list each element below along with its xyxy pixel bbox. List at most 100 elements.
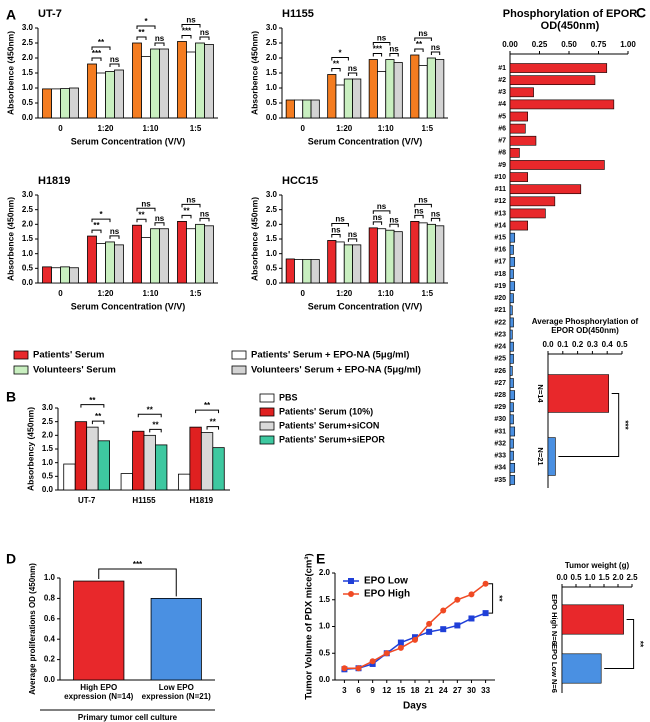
bar xyxy=(509,257,516,267)
y-tick-label: 2.5 xyxy=(22,205,34,214)
x-tick-label: 0.3 xyxy=(587,340,599,349)
significance-bracket xyxy=(558,393,620,457)
bar xyxy=(509,329,513,340)
significance-label: ns xyxy=(431,209,441,218)
bar xyxy=(509,353,514,364)
x-axis-label: Serum Concentration (V/V) xyxy=(308,301,423,311)
y-axis-label: Average proliferations OD (450nm) xyxy=(28,563,37,695)
y-tick-label: 0.0 xyxy=(44,675,56,684)
y-tick-label: #2 xyxy=(498,77,506,84)
significance-label: *** xyxy=(92,49,102,58)
legend-label: EPO Low xyxy=(364,576,408,587)
bar xyxy=(509,293,514,304)
bar xyxy=(159,48,169,119)
bar xyxy=(132,42,142,119)
x-tick-label: 0 xyxy=(301,124,306,133)
bar xyxy=(114,244,124,284)
bar xyxy=(177,473,191,491)
bar xyxy=(509,450,514,461)
significance-label: *** xyxy=(133,560,143,569)
y-tick-label: #35 xyxy=(494,477,506,484)
y-tick-label: EPO High N=6 xyxy=(550,594,559,645)
y-tick-label: #33 xyxy=(494,453,506,460)
point xyxy=(426,628,433,635)
x-tick-label: 1:10 xyxy=(142,289,159,298)
bar xyxy=(97,440,110,491)
bar xyxy=(410,220,420,284)
x-tick-label: 0 xyxy=(58,289,63,298)
bar xyxy=(509,281,516,291)
bar xyxy=(418,65,428,119)
chart-title: Average Phosphorylation of EPOR OD(450nm… xyxy=(531,317,639,335)
x-tick-label: H1155 xyxy=(132,496,156,505)
significance-bracket xyxy=(389,53,399,57)
legend-label: Patients' Serum xyxy=(33,350,104,361)
bar xyxy=(343,244,353,284)
legend-swatch xyxy=(231,350,247,360)
significance-label: *** xyxy=(621,420,630,430)
significance-bracket xyxy=(372,221,383,225)
y-tick-label: #23 xyxy=(494,331,506,338)
bar xyxy=(509,87,534,98)
x-axis-label: Primary tumor cell culture xyxy=(78,713,178,722)
x-tick-label: 0.0 xyxy=(542,340,554,349)
significance-bracket xyxy=(331,222,349,227)
bar xyxy=(509,184,582,195)
bar xyxy=(547,437,556,476)
y-tick-label: 1.0 xyxy=(319,622,331,631)
bar xyxy=(42,88,52,119)
bar xyxy=(509,402,514,413)
point xyxy=(468,591,475,598)
x-tick-label: 0.0 xyxy=(556,573,568,582)
y-tick-label: #26 xyxy=(494,368,506,375)
x-tick-label: 3 xyxy=(342,686,347,695)
x-tick-label: 0 xyxy=(301,289,306,298)
y-tick-label: #20 xyxy=(494,295,506,302)
significance-bracket xyxy=(372,42,391,46)
bar xyxy=(143,434,156,491)
legend-swatch xyxy=(259,435,275,445)
bar xyxy=(509,75,596,86)
legend-label: Patients' Serum+siEPOR xyxy=(279,434,385,444)
significance-bracket xyxy=(136,207,156,212)
y-tick-label: #32 xyxy=(494,440,506,447)
bar xyxy=(212,447,225,491)
significance-label: ** xyxy=(138,210,145,219)
x-tick-label: H1819 xyxy=(190,496,214,505)
bar xyxy=(42,266,52,284)
significance-bracket xyxy=(154,42,165,46)
y-tick-label: 3.0 xyxy=(22,23,34,32)
bar xyxy=(51,267,61,284)
bar xyxy=(385,229,395,284)
panel-label: D xyxy=(6,551,16,567)
y-tick-label: 0.0 xyxy=(266,278,278,287)
y-tick-label: #21 xyxy=(494,307,506,314)
x-tick-label: 0.2 xyxy=(572,340,584,349)
y-tick-label: 0.6 xyxy=(44,614,56,623)
y-tick-label: #29 xyxy=(494,404,506,411)
bar xyxy=(509,341,514,352)
y-tick-label: #12 xyxy=(494,198,506,205)
legend-label: PBS xyxy=(279,392,298,402)
bar xyxy=(204,44,214,119)
significance-label: ns xyxy=(389,45,399,54)
x-tick-label: 1:5 xyxy=(421,289,433,298)
chart-title: Tumor weight (g) xyxy=(565,561,630,570)
y-tick-label: 0.5 xyxy=(22,263,34,272)
y-tick-label: 1.5 xyxy=(266,234,278,243)
panel-label: A xyxy=(6,7,16,23)
legend-label: Volunteers' Serum xyxy=(33,365,116,376)
bar xyxy=(120,473,133,491)
y-axis-label: Absorbence (450nm) xyxy=(5,197,15,281)
bar xyxy=(150,598,202,681)
bar xyxy=(509,462,516,473)
significance-label: ns xyxy=(200,28,210,37)
x-tick-label: 0 xyxy=(58,124,63,133)
significance-label: ** xyxy=(204,401,211,410)
significance-label: * xyxy=(99,210,103,219)
significance-bracket xyxy=(488,583,494,614)
legend-swatch xyxy=(259,393,275,403)
y-tick-label: #8 xyxy=(498,150,506,157)
significance-label: ns xyxy=(377,34,387,43)
